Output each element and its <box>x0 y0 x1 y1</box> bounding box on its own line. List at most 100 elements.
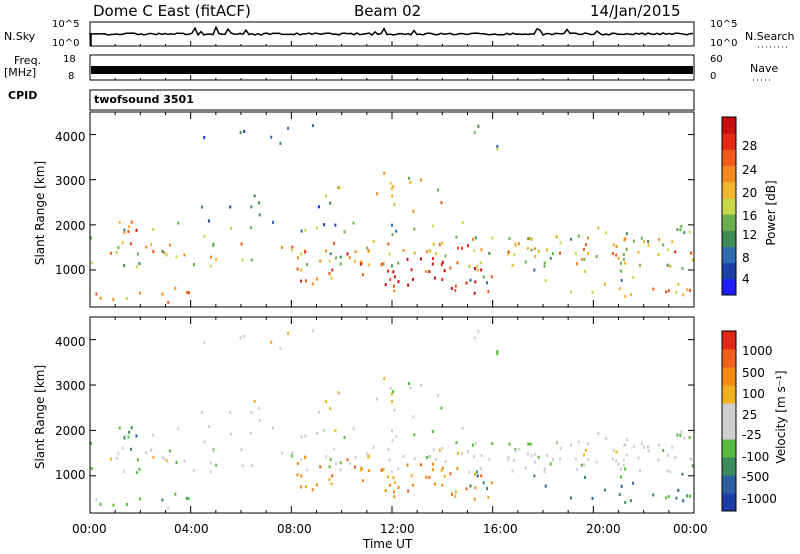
xtick-2: 08:00 <box>277 522 312 536</box>
power-cell <box>679 228 682 232</box>
velocity-cell <box>270 340 273 344</box>
velocity-cell <box>420 383 423 387</box>
velocity-cell <box>333 447 335 451</box>
colorbar-segment <box>722 197 736 215</box>
velocity-cell <box>138 467 141 471</box>
velocity-cell <box>441 447 444 450</box>
velocity-cell <box>591 496 594 500</box>
velocity-cell <box>410 474 413 477</box>
velocity-cell <box>637 456 640 460</box>
velocity-cell <box>449 472 452 476</box>
power-cell <box>187 291 190 295</box>
velocity-cell <box>514 449 517 453</box>
velocity-cell <box>576 467 578 471</box>
xlabel: Time UT <box>363 537 413 551</box>
power-cell <box>316 226 319 230</box>
velocity-cell <box>311 488 314 492</box>
velocity-cell <box>643 445 645 449</box>
velocity-cell <box>325 400 327 404</box>
velocity-cell <box>624 467 627 471</box>
velocity-cell <box>201 411 204 414</box>
colorbar-segment <box>722 117 736 134</box>
power-cell <box>338 186 341 190</box>
power-cell <box>476 268 479 272</box>
power-cell <box>420 257 422 261</box>
velocity-cell <box>393 490 395 494</box>
velocity-cell <box>177 427 180 431</box>
power-cell <box>632 275 635 279</box>
freq-label: Freq. <box>14 54 42 67</box>
velocity-cell <box>387 475 389 479</box>
velocity-cell <box>444 460 447 464</box>
velocity-cell <box>161 498 164 502</box>
power-cell <box>639 263 641 267</box>
velocity-cell <box>249 431 252 435</box>
power-cell <box>287 126 290 130</box>
velocity-cell <box>691 464 694 468</box>
velocity-cell <box>473 336 476 340</box>
xtick-6: 00:00 <box>673 522 708 536</box>
power-cbar-tick-24: 24 <box>742 163 758 177</box>
velocity-cell <box>456 467 459 471</box>
freq-band <box>91 66 693 74</box>
power-cell <box>662 243 665 247</box>
power-cell <box>393 289 396 293</box>
power-cell <box>165 253 168 257</box>
power-cell <box>150 242 153 246</box>
vel-cbar-tick-m500: -500 <box>742 470 770 484</box>
power-cell <box>559 241 562 245</box>
velocity-cell <box>135 471 138 475</box>
velocity-cell <box>393 408 396 412</box>
power-cbar-tick-28: 28 <box>742 139 758 153</box>
xtick-5: 20:00 <box>586 522 621 536</box>
power-cell <box>603 282 606 286</box>
power-cell <box>617 256 620 260</box>
velocity-cell <box>328 478 331 481</box>
cpid-value: twofsound 3501 <box>94 93 194 106</box>
power-cell <box>112 297 115 301</box>
power-cell <box>359 260 362 264</box>
velocity-cell <box>679 433 682 437</box>
cpid-label: CPID <box>8 89 38 102</box>
power-cell <box>682 293 685 297</box>
velocity-cell <box>580 463 583 467</box>
velocity-cell <box>95 498 98 502</box>
power-cell <box>249 226 252 229</box>
plot-title-right: 14/Jan/2015 <box>590 2 681 20</box>
velocity-cell <box>443 475 446 478</box>
velocity-cell <box>90 467 93 471</box>
power-cell <box>380 263 383 267</box>
freq-tick-top: 18 <box>63 54 76 65</box>
velocity-cell <box>250 464 253 468</box>
power-cell <box>480 248 483 252</box>
power-cell <box>425 250 428 254</box>
velocity-heatmap-cells <box>90 329 694 510</box>
velocity-cell <box>425 475 428 479</box>
velocity-cell <box>460 452 463 456</box>
power-ytick-3000: 3000 <box>55 174 86 188</box>
power-cell <box>130 242 132 246</box>
velocity-cell <box>253 399 256 403</box>
colorbar-frame <box>721 116 737 296</box>
power-cell <box>315 277 318 281</box>
velocity-cell <box>440 468 443 472</box>
velocity-cell <box>437 393 439 397</box>
power-cell <box>241 258 244 262</box>
freq-unit: [MHz] <box>4 66 37 79</box>
power-cell <box>306 263 309 266</box>
power-cell <box>477 124 480 128</box>
velocity-cell <box>461 426 464 430</box>
power-cell <box>346 252 349 256</box>
power-cell <box>296 256 299 260</box>
velocity-cell <box>546 454 549 457</box>
velocity-frame <box>89 316 695 514</box>
power-cell <box>632 239 635 243</box>
velocity-cell <box>686 494 689 498</box>
velocity-cell <box>617 462 620 466</box>
power-cell <box>328 272 331 276</box>
power-cell <box>559 251 561 255</box>
freq-tick-bottom: 8 <box>68 71 75 82</box>
power-cell <box>431 224 434 228</box>
velocity-cell <box>330 482 333 486</box>
power-cell <box>620 269 623 273</box>
